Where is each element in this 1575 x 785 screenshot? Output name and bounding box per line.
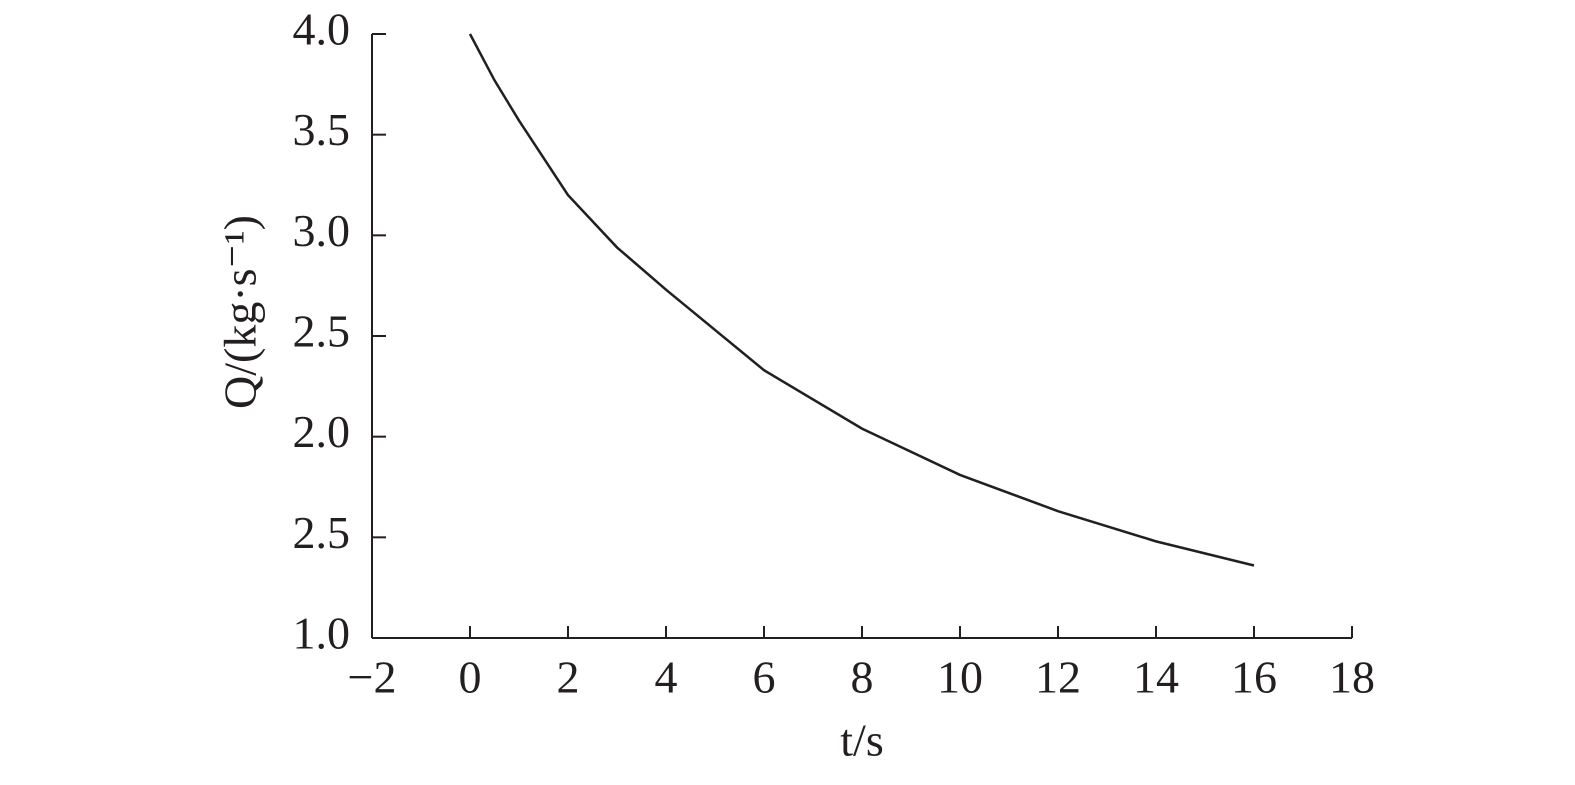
x-tick-label: 4: [655, 652, 678, 703]
y-tick-label: 4.0: [293, 4, 351, 55]
y-tick-label: 3.0: [293, 205, 351, 256]
x-tick-label: 12: [1035, 652, 1081, 703]
x-tick-label: 10: [937, 652, 983, 703]
y-tick-label: 2.0: [293, 406, 351, 457]
y-tick-label: 2.5: [293, 507, 351, 558]
x-tick-label: 16: [1231, 652, 1277, 703]
x-tick-label: 8: [851, 652, 874, 703]
x-tick-label: 6: [753, 652, 776, 703]
y-tick-label: 2.5: [293, 306, 351, 357]
y-tick-label: 3.5: [293, 104, 351, 155]
x-tick-label: 0: [459, 652, 482, 703]
y-tick-label: 1.0: [293, 608, 351, 659]
x-tick-label: −2: [348, 652, 397, 703]
x-axis-label: t/s: [840, 715, 883, 766]
line-series: [468, 33, 1255, 567]
x-tick-label: 14: [1133, 652, 1179, 703]
y-axis-label: Q/(kg·s⁻¹): [215, 215, 266, 409]
x-tick-label: 18: [1329, 652, 1375, 703]
x-tick-label: 2: [557, 652, 580, 703]
